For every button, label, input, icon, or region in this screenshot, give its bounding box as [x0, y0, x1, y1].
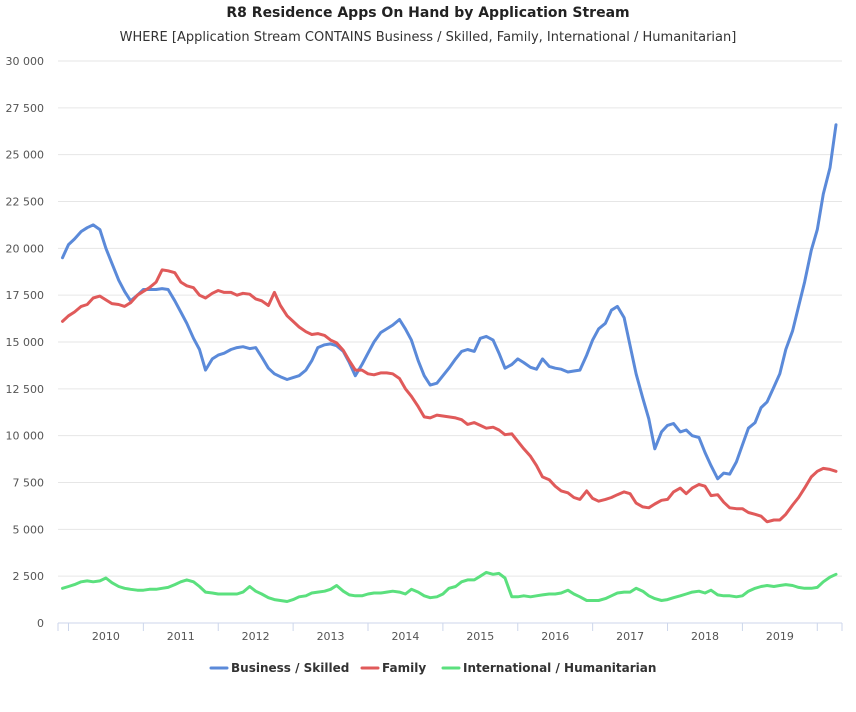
series-line-1[interactable]	[61, 123, 838, 481]
y-tick-label: 20 000	[6, 242, 45, 255]
series-line-3[interactable]	[61, 570, 838, 603]
x-tick-label: 2014	[391, 630, 419, 643]
x-tick-label: 2010	[92, 630, 120, 643]
y-axis-ticks: 0 2 500 5 000 7 500 10 000 12 500 15 000 17 500…	[6, 55, 45, 630]
y-tick-label: 10 000	[6, 430, 45, 443]
grid-lines	[58, 60, 842, 624]
legend: Business / Skilled Family International / …	[209, 661, 656, 675]
x-tick-label: 2017	[616, 630, 644, 643]
legend-item-3[interactable]: International / Humanitarian	[441, 661, 656, 675]
y-tick-label: 27 500	[6, 102, 45, 115]
legend-label: Business / Skilled	[231, 661, 349, 675]
series-line-2[interactable]	[61, 268, 838, 524]
legend-item-1[interactable]: Business / Skilled	[209, 661, 349, 675]
series-lines	[61, 123, 838, 603]
x-tick-label: 2013	[317, 630, 345, 643]
legend-item-2[interactable]: Family	[360, 661, 426, 675]
y-tick-label: 0	[37, 617, 44, 630]
y-tick-label: 25 000	[6, 149, 45, 162]
x-tick-label: 2011	[167, 630, 195, 643]
x-tick-label: 2015	[466, 630, 494, 643]
y-tick-label: 12 500	[6, 383, 45, 396]
x-tick-label: 2016	[541, 630, 569, 643]
y-tick-label: 30 000	[6, 55, 45, 68]
chart-subtitle: WHERE [Application Stream CONTAINS Busin…	[120, 30, 737, 45]
legend-label: Family	[382, 661, 426, 675]
y-tick-label: 2 500	[13, 570, 45, 583]
chart-title: R8 Residence Apps On Hand by Application…	[226, 5, 629, 21]
legend-label: International / Humanitarian	[463, 661, 656, 675]
x-axis-ticks: 2010 2011 2012 2013 2014 2015 2016 2017 2018 2019	[57, 623, 843, 643]
x-tick-label: 2019	[766, 630, 794, 643]
y-tick-label: 5 000	[13, 523, 45, 536]
y-tick-label: 7 500	[13, 477, 45, 490]
x-tick-label: 2018	[691, 630, 719, 643]
y-tick-label: 17 500	[6, 289, 45, 302]
y-tick-label: 15 000	[6, 336, 45, 349]
y-tick-label: 22 500	[6, 196, 45, 209]
x-tick-label: 2012	[242, 630, 270, 643]
